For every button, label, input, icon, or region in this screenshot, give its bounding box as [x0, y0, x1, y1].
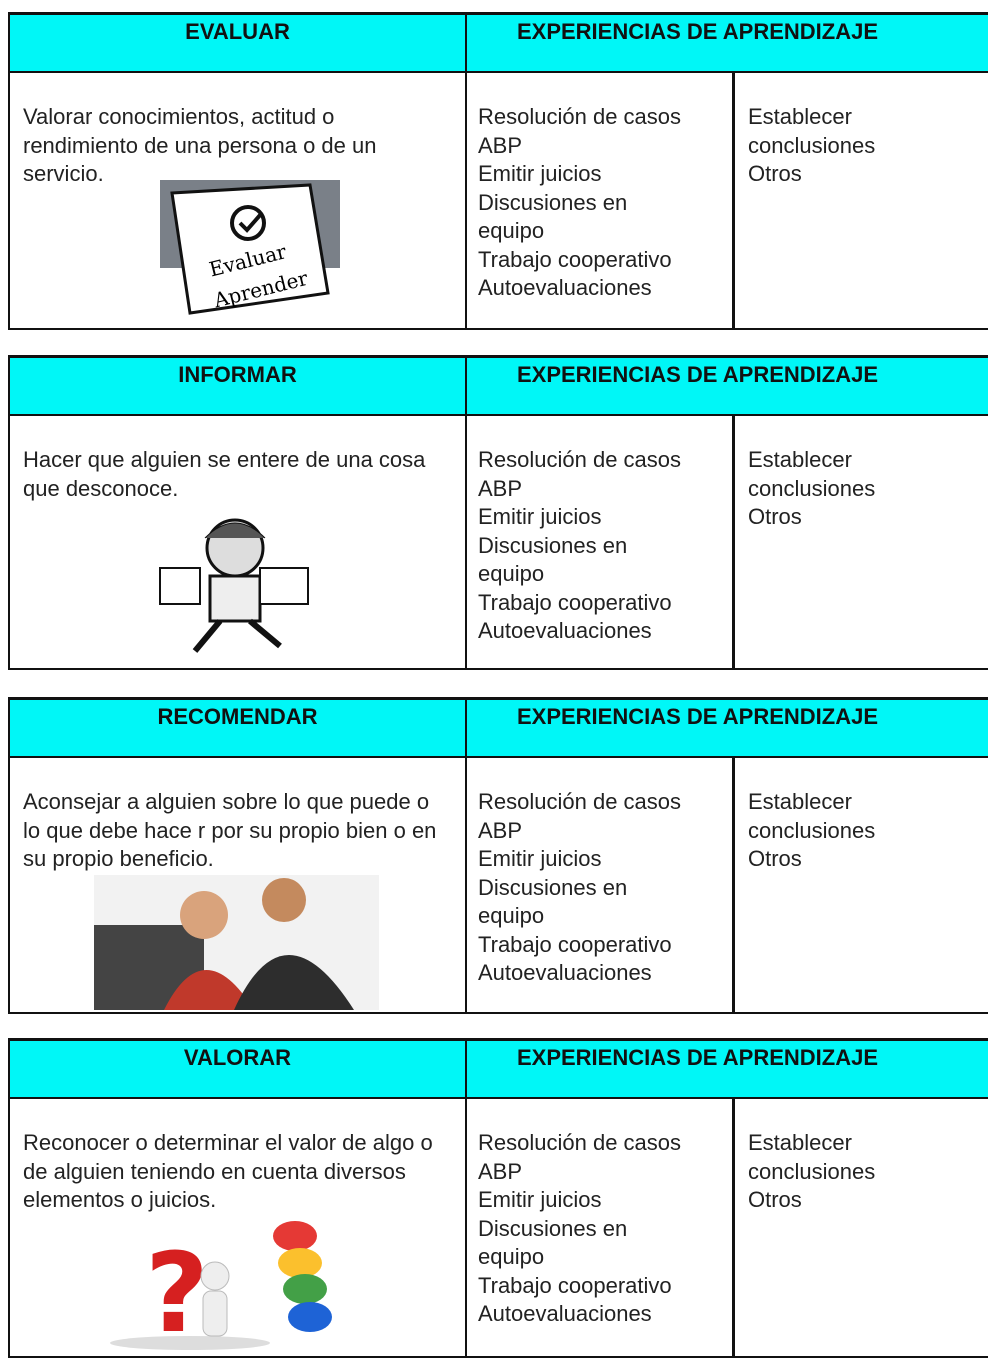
description: Reconocer o determinar el valor de algo …: [23, 1130, 433, 1212]
experience-item: Trabajo cooperativo: [478, 589, 672, 615]
others-cell: Establecer conclusiones Otros: [735, 758, 988, 1012]
other-item: Establecer: [748, 104, 852, 129]
experience-item: Emitir juicios: [478, 1187, 602, 1212]
header-cell: EXPERIENCIAS DE APRENDIZAJE: [465, 1041, 988, 1099]
other-item: Otros: [748, 161, 802, 186]
other-item: conclusiones: [748, 475, 876, 501]
experience-item: Discusiones en: [478, 1215, 628, 1241]
experience-item: Discusiones en: [478, 532, 628, 558]
table: VALORAR EXPERIENCIAS DE APRENDIZAJE Recono…: [8, 1038, 988, 1358]
experience-item: equipo: [478, 1244, 545, 1269]
illustration: [94, 875, 379, 1012]
table: INFORMAR EXPERIENCIAS DE APRENDIZAJE Hacer…: [8, 355, 988, 670]
experience-item: equipo: [478, 561, 545, 586]
experience-item: Autoevaluaciones: [478, 960, 652, 985]
others-cell: Establecer conclusiones Otros: [735, 416, 988, 668]
description: Aconsejar a alguien sobre lo que puede o…: [23, 789, 437, 871]
experience-item: Autoevaluaciones: [478, 1301, 652, 1326]
header-cell: INFORMAR: [10, 358, 465, 416]
divider: [465, 15, 467, 328]
divider: [465, 700, 467, 1012]
experience-item: Trabajo cooperativo: [478, 246, 672, 272]
header-cell: VALORAR: [10, 1041, 465, 1099]
experience-item: Resolución de casos: [478, 789, 682, 814]
experience-item: ABP: [478, 1158, 523, 1184]
illustration: [150, 508, 320, 663]
experience-item: Emitir juicios: [478, 161, 602, 186]
experience-item: ABP: [478, 475, 523, 501]
experience-item: Emitir juicios: [478, 504, 602, 529]
description: Hacer que alguien se entere de una cosa …: [23, 447, 426, 501]
experience-item: Emitir juicios: [478, 846, 602, 871]
experience-item: Autoevaluaciones: [478, 275, 652, 300]
other-item: Establecer: [748, 447, 852, 472]
experience-item: Resolución de casos: [478, 1130, 682, 1155]
experience-item: Trabajo cooperativo: [478, 931, 672, 957]
other-item: Otros: [748, 846, 802, 871]
illustration: ?: [105, 1221, 355, 1356]
experience-item: Trabajo cooperativo: [478, 1272, 672, 1298]
header-cell: EXPERIENCIAS DE APRENDIZAJE: [465, 358, 988, 416]
other-item: Otros: [748, 1187, 802, 1212]
experiences-cell: Resolución de casos ABP Emitir juicios Disc…: [465, 1099, 732, 1356]
other-item: conclusiones: [748, 1158, 876, 1184]
table: RECOMENDAR EXPERIENCIAS DE APRENDIZAJE Aco…: [8, 697, 988, 1014]
header-cell: RECOMENDAR: [10, 700, 465, 758]
divider: [465, 1041, 467, 1356]
header-cell: EXPERIENCIAS DE APRENDIZAJE: [465, 700, 988, 758]
experiences-cell: Resolución de casos ABP Emitir juicios Disc…: [465, 73, 732, 328]
experience-item: Discusiones en: [478, 874, 628, 900]
experiences-cell: Resolución de casos ABP Emitir juicios Disc…: [465, 758, 732, 1012]
experience-item: Resolución de casos: [478, 447, 682, 472]
experience-item: ABP: [478, 132, 523, 158]
experiences-cell: Resolución de casos ABP Emitir juicios Disc…: [465, 416, 732, 668]
header-cell: EVALUAR: [10, 15, 465, 73]
other-item: Establecer: [748, 1130, 852, 1155]
others-cell: Establecer conclusiones Otros: [735, 1099, 988, 1356]
experience-item: ABP: [478, 817, 523, 843]
experience-item: Resolución de casos: [478, 104, 682, 129]
other-item: Establecer: [748, 789, 852, 814]
experience-item: Discusiones en: [478, 189, 628, 215]
table: EVALUAR EXPERIENCIAS DE APRENDIZAJE Valora…: [8, 12, 988, 330]
divider: [465, 358, 467, 668]
divider: [732, 1099, 735, 1356]
experience-item: equipo: [478, 218, 545, 243]
divider: [732, 73, 735, 328]
divider: [732, 758, 735, 1012]
svg-text:?: ?: [145, 1229, 209, 1351]
experience-item: Autoevaluaciones: [478, 618, 652, 643]
other-item: conclusiones: [748, 132, 876, 158]
other-item: Otros: [748, 504, 802, 529]
other-item: conclusiones: [748, 817, 876, 843]
description: Valorar conocimientos, actitud o rendimi…: [23, 104, 377, 186]
illustration: Evaluar Aprender: [160, 175, 345, 320]
experience-item: equipo: [478, 903, 545, 928]
header-cell: EXPERIENCIAS DE APRENDIZAJE: [465, 15, 988, 73]
divider: [732, 416, 735, 668]
others-cell: Establecer conclusiones Otros: [735, 73, 988, 328]
